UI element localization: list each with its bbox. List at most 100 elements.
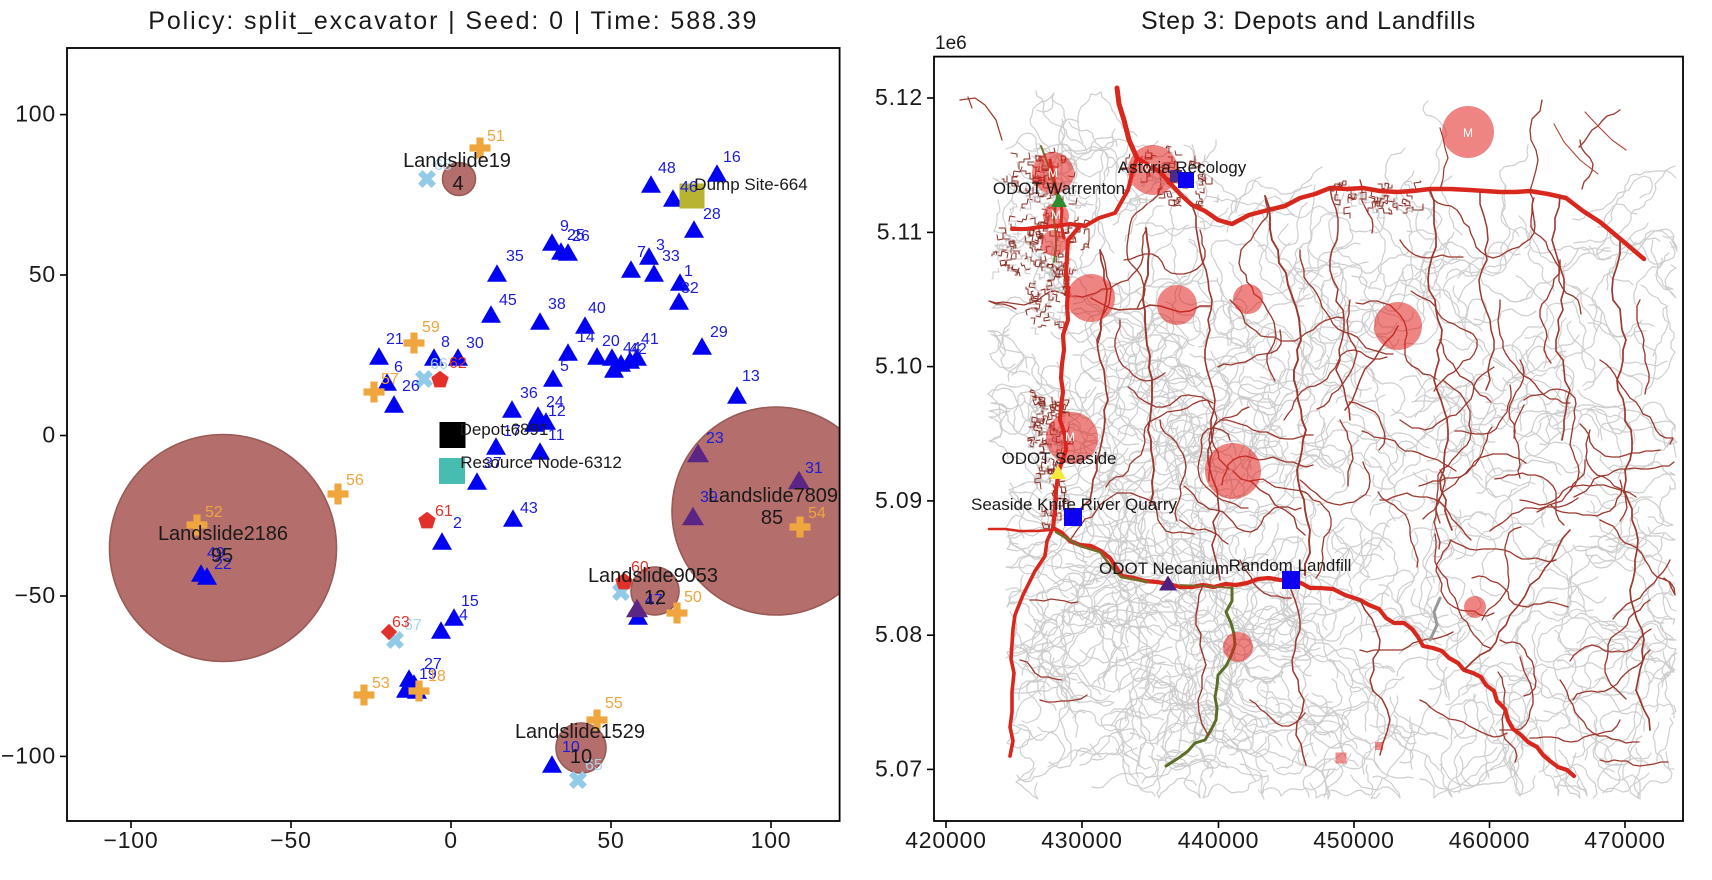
svg-text:−100: −100 (1, 742, 56, 768)
svg-text:48: 48 (658, 160, 676, 177)
svg-text:17: 17 (503, 423, 521, 440)
svg-text:470000: 470000 (1584, 827, 1666, 853)
svg-text:18: 18 (428, 668, 446, 685)
svg-text:59: 59 (422, 319, 440, 336)
svg-text:−50: −50 (15, 582, 56, 608)
svg-text:26: 26 (402, 378, 420, 395)
svg-text:31: 31 (805, 460, 823, 477)
svg-text:460000: 460000 (1449, 827, 1531, 853)
svg-text:23: 23 (706, 430, 724, 447)
svg-text:11: 11 (548, 427, 565, 444)
svg-text:M: M (1051, 208, 1061, 222)
svg-text:29: 29 (710, 324, 728, 341)
svg-text:3: 3 (656, 237, 665, 254)
svg-text:−100: −100 (103, 827, 158, 853)
svg-text:38: 38 (548, 296, 566, 313)
svg-text:Depot-6891: Depot-6891 (460, 420, 549, 439)
svg-text:65: 65 (585, 757, 603, 774)
svg-text:100: 100 (751, 827, 792, 853)
svg-text:41: 41 (641, 331, 659, 348)
svg-text:28: 28 (703, 206, 721, 223)
svg-text:42: 42 (629, 341, 647, 358)
svg-text:7: 7 (637, 244, 646, 261)
svg-text:61: 61 (435, 503, 453, 520)
svg-text:14: 14 (577, 329, 595, 346)
svg-text:16: 16 (723, 149, 741, 166)
svg-text:ODOT Necanium: ODOT Necanium (1099, 559, 1229, 578)
svg-text:Random Landfill: Random Landfill (1229, 556, 1352, 575)
svg-text:Dump Site-664: Dump Site-664 (694, 175, 807, 194)
svg-text:47: 47 (645, 592, 663, 609)
svg-text:420000: 420000 (905, 827, 987, 853)
svg-text:13: 13 (742, 368, 760, 385)
svg-text:55: 55 (605, 695, 623, 712)
svg-text:19: 19 (419, 666, 437, 683)
svg-text:4: 4 (452, 173, 463, 195)
svg-text:−50: −50 (270, 827, 311, 853)
svg-text:20: 20 (602, 333, 620, 350)
svg-text:51: 51 (487, 128, 505, 145)
svg-text:60: 60 (631, 559, 649, 576)
svg-text:68: 68 (434, 157, 452, 174)
svg-text:66: 66 (430, 356, 448, 373)
svg-text:Landslide2186: Landslide2186 (158, 523, 288, 545)
svg-text:45: 45 (499, 292, 517, 309)
svg-text:12: 12 (644, 587, 666, 609)
svg-text:53: 53 (372, 675, 390, 692)
svg-text:Seaside Knife River Quarry: Seaside Knife River Quarry (971, 495, 1177, 514)
svg-text:12: 12 (548, 403, 566, 420)
svg-text:26: 26 (572, 228, 590, 245)
svg-text:1e6: 1e6 (935, 33, 967, 54)
svg-text:M: M (1048, 166, 1058, 180)
svg-text:95: 95 (211, 545, 233, 567)
svg-text:40: 40 (588, 300, 606, 317)
svg-text:M: M (1065, 430, 1075, 444)
svg-text:5.08: 5.08 (875, 621, 923, 647)
svg-text:5.10: 5.10 (875, 353, 923, 379)
svg-text:M: M (1142, 161, 1152, 175)
svg-text:43: 43 (520, 500, 538, 517)
svg-text:Astoria Recology: Astoria Recology (1118, 158, 1247, 177)
svg-text:5: 5 (560, 358, 569, 375)
svg-text:36: 36 (520, 385, 538, 402)
svg-text:57: 57 (381, 371, 399, 388)
svg-text:9: 9 (560, 218, 569, 235)
svg-text:6: 6 (394, 359, 403, 376)
svg-text:0: 0 (42, 422, 56, 448)
svg-text:Landslide19: Landslide19 (403, 150, 511, 172)
svg-text:67: 67 (404, 617, 422, 634)
svg-text:4: 4 (459, 607, 468, 624)
svg-text:54: 54 (808, 505, 826, 522)
svg-text:100: 100 (15, 101, 56, 127)
svg-text:15: 15 (461, 593, 479, 610)
svg-text:M: M (1463, 126, 1473, 140)
svg-text:Landslide9053: Landslide9053 (588, 565, 718, 587)
svg-text:440000: 440000 (1178, 827, 1260, 853)
svg-text:0: 0 (444, 827, 458, 853)
svg-text:52: 52 (205, 504, 223, 521)
svg-text:5.11: 5.11 (877, 218, 923, 244)
svg-text:5.07: 5.07 (875, 755, 923, 781)
svg-text:50: 50 (684, 589, 702, 606)
svg-text:39: 39 (700, 489, 718, 506)
svg-text:35: 35 (506, 248, 524, 265)
svg-text:450000: 450000 (1313, 827, 1395, 853)
svg-text:24: 24 (546, 394, 564, 411)
svg-text:21: 21 (386, 331, 404, 348)
svg-text:25: 25 (567, 227, 585, 244)
svg-text:50: 50 (597, 827, 624, 853)
svg-text:33: 33 (662, 248, 680, 265)
svg-text:46: 46 (680, 179, 698, 196)
svg-text:50: 50 (29, 261, 56, 287)
svg-text:49: 49 (207, 545, 225, 562)
svg-text:ODOT Warrenton: ODOT Warrenton (993, 179, 1125, 198)
svg-text:63: 63 (392, 614, 410, 631)
svg-text:10: 10 (562, 739, 580, 756)
svg-text:2: 2 (453, 515, 462, 532)
svg-text:Landslide1529: Landslide1529 (515, 721, 645, 743)
svg-text:30: 30 (466, 335, 484, 352)
svg-text:8: 8 (441, 334, 450, 351)
svg-text:10: 10 (570, 746, 592, 768)
svg-text:Landslide7809: Landslide7809 (708, 485, 838, 507)
svg-text:62: 62 (449, 355, 467, 372)
